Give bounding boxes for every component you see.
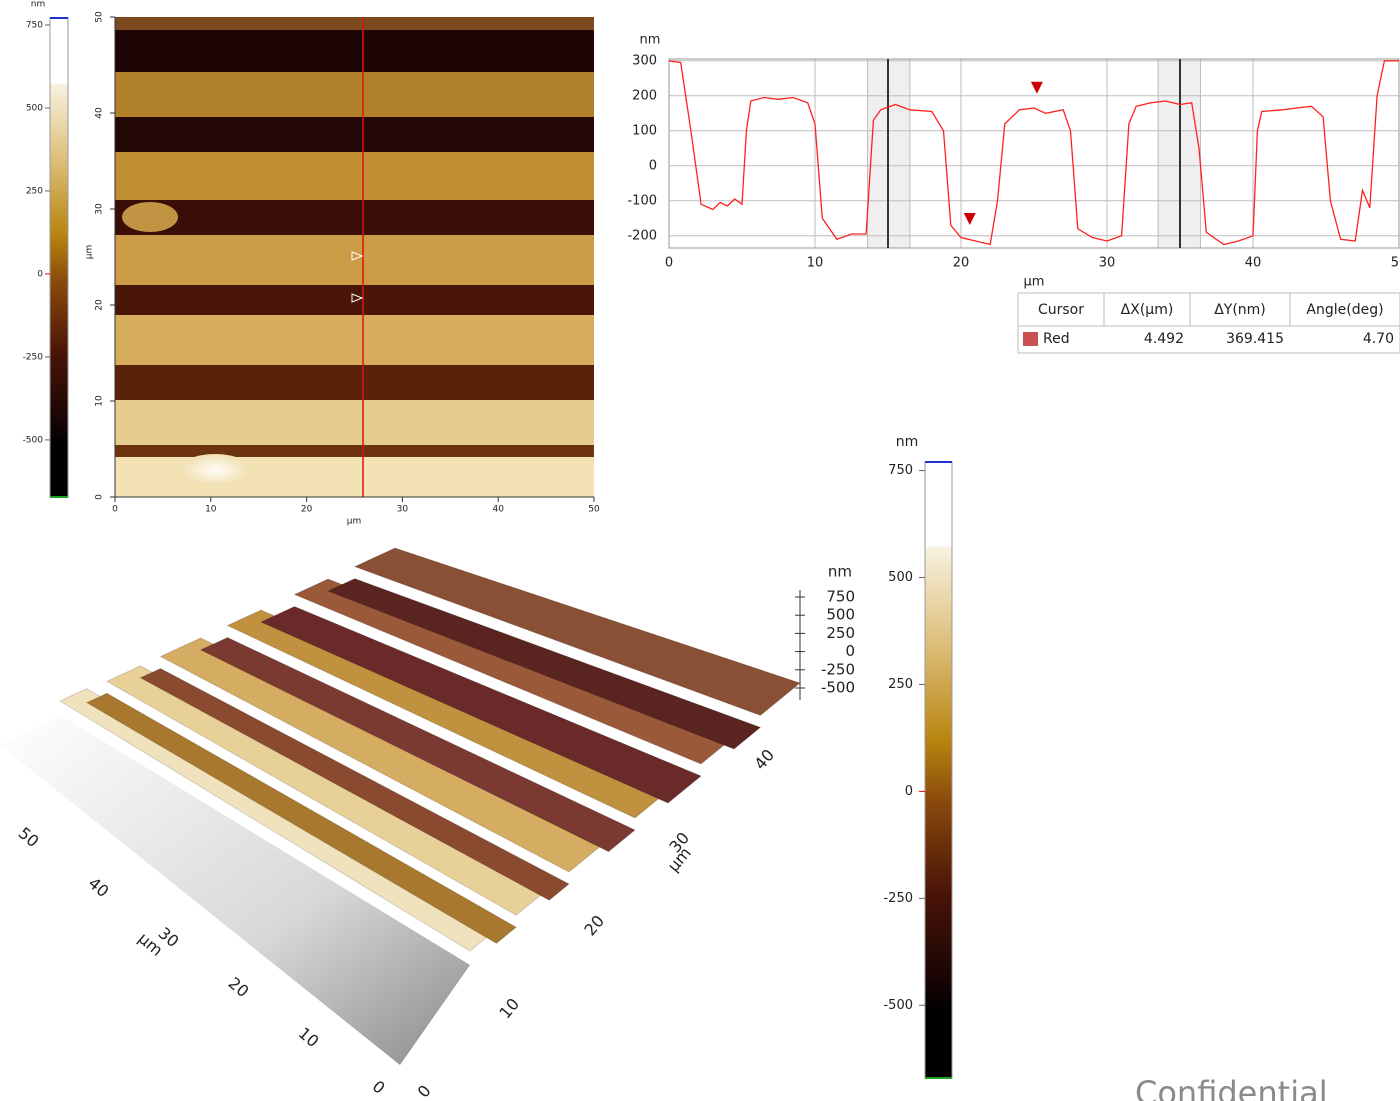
y-axis-label: µm <box>85 245 95 260</box>
tick-label: -500 <box>883 998 913 1013</box>
tick-label: 250 <box>888 677 913 692</box>
x-tick-label: 0 <box>665 256 673 271</box>
y-tick-label: 0 <box>95 494 105 500</box>
x-tick-label: 30 <box>397 505 409 515</box>
y-tick-label: 20 <box>95 299 105 311</box>
cursor-marker <box>964 213 976 225</box>
tick-label: 0 <box>37 269 43 279</box>
tick-label: -250 <box>23 352 44 362</box>
tick-label: 500 <box>26 103 43 113</box>
y-tick-label: -200 <box>627 228 657 243</box>
color-unit: nm <box>31 0 45 10</box>
z-tick-label: 750 <box>826 588 855 606</box>
x3d-tick-label: 20 <box>225 973 253 1001</box>
y-tick-label: 10 <box>95 395 105 407</box>
y3d-tick-label: 10 <box>495 994 523 1022</box>
x3d-tick-label: 0 <box>369 1077 389 1098</box>
x-tick-label: 20 <box>301 505 313 515</box>
x-tick-label: 0 <box>112 505 118 515</box>
map-stripe <box>115 72 594 117</box>
y3d-tick-label: 20 <box>580 911 608 939</box>
z-axis-unit: nm <box>828 563 852 581</box>
y-tick-label: 200 <box>632 88 657 103</box>
table-cell: 4.492 <box>1144 331 1184 347</box>
y-tick-label: 30 <box>95 203 105 215</box>
y-tick-label: 300 <box>632 53 657 68</box>
z-tick-label: -250 <box>821 660 855 678</box>
map-feature <box>179 454 251 486</box>
y3d-axis-label: µm <box>664 843 695 875</box>
map-stripe <box>115 400 594 445</box>
y-axis-label: nm <box>640 33 661 48</box>
profile-line <box>669 61 1399 245</box>
y-tick-label: 40 <box>95 107 105 119</box>
color-bar <box>925 462 952 1078</box>
table-cell: Red <box>1043 331 1070 347</box>
x-tick-label: 50 <box>588 505 600 515</box>
tick-label: -250 <box>883 891 913 906</box>
map-stripe <box>115 30 594 72</box>
color-unit: nm <box>896 434 919 450</box>
tick-label: 750 <box>888 463 913 478</box>
x3d-tick-label: 40 <box>85 873 113 901</box>
map-stripe <box>115 315 594 365</box>
z-tick-label: 250 <box>826 624 855 642</box>
table-cell: 369.415 <box>1226 331 1284 347</box>
x3d-tick-label: 50 <box>15 823 43 851</box>
tick-label: -500 <box>23 435 44 445</box>
table-header: ΔX(µm) <box>1121 302 1174 318</box>
x-tick-label: 40 <box>1245 256 1262 271</box>
cursor-swatch <box>1023 332 1038 346</box>
y-tick-label: 50 <box>95 11 105 23</box>
x-axis-label: µm <box>1024 275 1045 290</box>
x-tick-label: 50 <box>1391 256 1400 271</box>
map-stripe <box>115 117 594 152</box>
x-tick-label: 40 <box>492 505 504 515</box>
z-tick-label: -500 <box>821 679 855 697</box>
watermark: Confidential <box>1135 1074 1328 1101</box>
tick-label: 250 <box>26 186 43 196</box>
color-bar <box>50 18 68 497</box>
tick-label: 500 <box>888 570 913 585</box>
z-tick-label: 0 <box>845 642 855 660</box>
map-stripe <box>115 235 594 285</box>
y-tick-label: 100 <box>632 123 657 138</box>
map-feature <box>122 202 178 232</box>
map-stripe <box>115 200 594 235</box>
y-tick-label: -100 <box>627 193 657 208</box>
tick-label: 750 <box>26 20 43 30</box>
table-header: ΔY(nm) <box>1214 302 1266 318</box>
page: nm7505002500-250-50001020304050010203040… <box>0 0 1400 1101</box>
screen: nm7505002500-250-50001020304050010203040… <box>0 0 1400 1101</box>
y3d-tick-label: 40 <box>750 745 778 773</box>
y-tick-label: 0 <box>649 158 657 173</box>
table-header: Cursor <box>1038 302 1084 318</box>
x-tick-label: 20 <box>953 256 970 271</box>
map-stripe <box>115 445 594 457</box>
x-tick-label: 10 <box>807 256 824 271</box>
cursor-marker <box>1031 82 1043 94</box>
map-stripe <box>115 365 594 400</box>
map-stripe <box>115 152 594 200</box>
table-cell: 4.70 <box>1363 331 1394 347</box>
x-axis-label: µm <box>347 517 362 527</box>
z-tick-label: 500 <box>826 606 855 624</box>
x-tick-label: 30 <box>1099 256 1116 271</box>
map-stripe <box>115 285 594 315</box>
map-stripe <box>115 17 594 30</box>
y3d-tick-label: 0 <box>414 1081 435 1101</box>
table-header: Angle(deg) <box>1306 302 1383 318</box>
x3d-tick-label: 10 <box>295 1023 323 1051</box>
x-tick-label: 10 <box>205 505 217 515</box>
tick-label: 0 <box>905 784 913 799</box>
